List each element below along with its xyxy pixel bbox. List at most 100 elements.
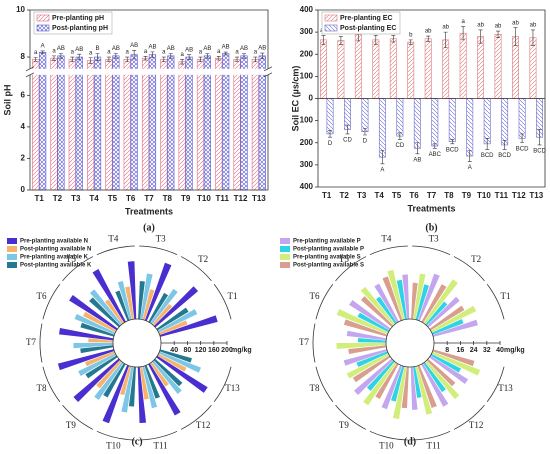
- error-bar: [106, 56, 111, 63]
- group-arc: [369, 430, 408, 441]
- category-label: T11: [154, 440, 168, 450]
- data-label: AB: [185, 47, 193, 53]
- bar: [178, 61, 186, 191]
- legend-swatch: [7, 262, 17, 268]
- x-tick-label: T2: [340, 191, 350, 200]
- group-arc: [180, 256, 212, 282]
- panel: ababaababbababaababababDCDDACDABABCBCDAB…: [290, 5, 546, 233]
- data-label: ab: [425, 29, 432, 35]
- legend-label: Pre-planting available S: [293, 255, 361, 261]
- radial-bar: [102, 364, 130, 424]
- radial-bar: [142, 289, 155, 321]
- error-bar: [168, 53, 173, 59]
- radial-bar: [73, 343, 114, 349]
- category-label: T10: [106, 440, 121, 450]
- radial-bar: [382, 276, 403, 321]
- radial-bar: [83, 311, 117, 333]
- category-label: T7: [299, 337, 309, 347]
- radial-bar: [103, 363, 126, 398]
- error-bar: [461, 26, 466, 41]
- radial-bar: [346, 330, 387, 341]
- data-label: a: [180, 52, 184, 58]
- radial-bar: [137, 366, 147, 424]
- radial-bar: [354, 358, 394, 396]
- bar: [337, 40, 345, 99]
- radial-bar: [415, 365, 433, 415]
- category-label: T12: [469, 420, 484, 430]
- error-bar: [338, 36, 343, 45]
- bar: [354, 34, 362, 99]
- x-tick-label: T2: [53, 194, 63, 203]
- error-bar: [52, 55, 57, 61]
- radial-bar: [343, 349, 388, 366]
- radial-bar: [156, 355, 208, 393]
- group-arc: [39, 323, 43, 363]
- panel-label: (d): [404, 436, 416, 447]
- data-label: BCD: [533, 149, 546, 155]
- radial-bar: [429, 355, 469, 385]
- error-bar: [328, 130, 333, 138]
- radial-bar: [357, 312, 390, 333]
- error-bar: [253, 56, 258, 63]
- x-tick-label: T13: [252, 194, 266, 203]
- x-tick-label: T7: [427, 191, 437, 200]
- legend-swatch: [324, 14, 338, 22]
- legend-box: [33, 11, 113, 35]
- radial-bar: [152, 304, 173, 326]
- data-label: ab: [512, 20, 519, 26]
- radial-bar: [148, 292, 169, 323]
- y-tick-label: 0: [21, 185, 26, 194]
- y-tick-label: 10: [16, 5, 25, 14]
- bar: [477, 36, 485, 99]
- error-bar: [180, 59, 185, 65]
- legend-box: [321, 11, 401, 35]
- error-bar: [187, 54, 192, 60]
- error-bar: [530, 29, 535, 46]
- bar: [448, 98, 456, 142]
- error-bar: [33, 57, 38, 62]
- panel-label: (b): [425, 222, 437, 233]
- radial-bar: [85, 355, 118, 379]
- panel: T1 T2 T3 T4 T5 T6 T7 T8 T9 T10 T11 T12 T13 40 80 120 160…: [7, 234, 252, 450]
- bar: [75, 56, 83, 191]
- radial-bar: [415, 284, 430, 321]
- radial-bar: [153, 358, 183, 387]
- r-tick-label: 200: [221, 347, 233, 354]
- data-label: AB: [258, 46, 266, 52]
- y-tick-label: 100: [300, 71, 314, 80]
- legend-label: Pre-planting available N: [20, 239, 88, 245]
- legend-swatch: [280, 238, 290, 244]
- y-axis-label: Soil EC (µs/cm): [290, 66, 300, 132]
- radial-bar: [390, 365, 405, 402]
- group-arc: [412, 430, 451, 441]
- data-label: AB: [413, 157, 421, 163]
- group-arc: [42, 366, 61, 403]
- group-arc: [180, 404, 212, 430]
- radial-bar: [121, 366, 134, 413]
- bar: [424, 38, 432, 99]
- radial-bar: [430, 305, 477, 333]
- group-arc: [335, 404, 367, 430]
- data-label: BCD: [481, 153, 494, 159]
- data-label: AB: [222, 45, 230, 51]
- error-bar: [345, 124, 350, 135]
- y-tick-label: 100: [300, 116, 314, 125]
- r-tick-label: 40: [170, 347, 178, 354]
- legend-label: Pre-planting pH: [52, 15, 104, 22]
- radial-bar: [159, 349, 192, 363]
- error-bar: [408, 39, 413, 45]
- group-arc: [213, 366, 232, 403]
- radial-bar: [158, 351, 201, 373]
- error-bar: [478, 29, 483, 44]
- error-bar: [77, 53, 82, 61]
- radial-bar: [366, 360, 395, 391]
- group-arc: [42, 283, 61, 320]
- legend-label: Post-planting EC: [340, 25, 396, 32]
- error-bar: [380, 150, 385, 165]
- error-bar: [143, 56, 148, 61]
- data-label: a: [199, 50, 203, 56]
- data-label: a: [162, 50, 166, 56]
- radial-bar: [363, 361, 397, 406]
